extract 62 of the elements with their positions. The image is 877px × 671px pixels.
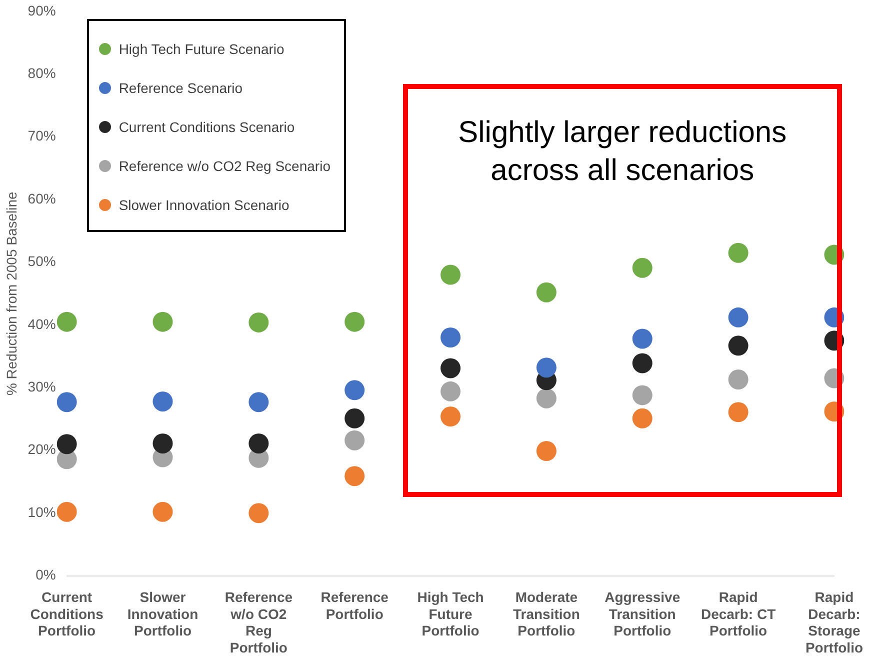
point [248, 503, 269, 524]
x-tick-label: Moderate Transition Portfolio [512, 589, 580, 639]
point [632, 353, 652, 374]
point [344, 408, 365, 428]
point [248, 312, 269, 332]
x-tick-label: Rapid Decarb: CT Portfolio [700, 589, 776, 639]
point [536, 388, 556, 408]
y-tick-label: 60% [28, 190, 56, 206]
y-tick-label: 90% [28, 2, 56, 18]
point [632, 385, 652, 406]
point [440, 406, 461, 427]
x-tick-label: Aggressive Transition Portfolio [604, 589, 680, 639]
point [536, 441, 556, 462]
y-tick-label: 30% [28, 378, 56, 395]
point [632, 258, 652, 278]
point [344, 466, 365, 486]
legend-label: High Tech Future Scenario [118, 40, 284, 57]
point [536, 282, 556, 302]
point [152, 502, 173, 522]
y-tick-label: 20% [28, 441, 56, 458]
point [344, 312, 365, 332]
x-tick-label: High Tech Future Portfolio [417, 589, 484, 639]
point [728, 307, 748, 328]
y-tick-label: 40% [28, 316, 56, 332]
point [728, 336, 748, 356]
x-tick-label: Slower Innovation Portfolio [127, 589, 198, 639]
y-tick-label: 80% [28, 64, 56, 81]
point [152, 433, 173, 454]
y-tick-label: 10% [28, 504, 56, 520]
legend-label: Reference Scenario [118, 80, 243, 96]
point [728, 402, 748, 422]
point [440, 328, 461, 348]
x-tick-label: Current Conditions Portfolio [30, 589, 104, 639]
point [56, 312, 77, 332]
point [728, 370, 748, 390]
annotation: Slightly larger reductions across all scenarios [457, 114, 788, 189]
point [344, 380, 365, 400]
legend-label: Current Conditions Scenario [118, 118, 295, 135]
point [632, 408, 652, 428]
x-tick-label: Reference Portfolio [320, 589, 389, 622]
point [152, 391, 173, 412]
legend-label: Reference w/o CO2 Reg Scenario [118, 158, 330, 174]
y-axis-title: % Reduction from 2005 Baseline [3, 191, 20, 396]
point [440, 264, 461, 285]
point [440, 381, 461, 402]
point [536, 358, 556, 378]
x-tick-label: Rapid Decarb: Storage Portfolio [805, 589, 863, 656]
point [344, 430, 365, 450]
point [56, 502, 77, 522]
point [56, 392, 77, 412]
point [728, 242, 748, 263]
y-tick-label: 70% [28, 128, 56, 144]
point [248, 433, 269, 454]
point [632, 328, 652, 349]
point [56, 434, 77, 454]
y-tick-label: 0% [36, 566, 56, 583]
point [440, 358, 461, 378]
legend-label: Slower Innovation Scenario [118, 196, 290, 213]
point [248, 392, 269, 412]
x-tick-label: Reference w/o CO2 Reg Portfolio [224, 589, 293, 656]
point [152, 312, 173, 332]
y-tick-label: 50% [28, 253, 56, 270]
